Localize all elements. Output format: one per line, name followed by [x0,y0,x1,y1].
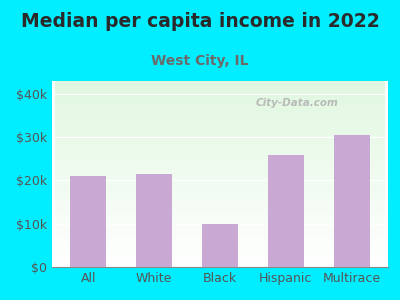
Text: City-Data.com: City-Data.com [256,98,339,108]
Bar [202,224,238,267]
Bar [70,176,106,267]
Bar [268,154,304,267]
Text: Median per capita income in 2022: Median per capita income in 2022 [21,12,379,31]
Bar [334,135,370,267]
Bar [136,174,172,267]
Text: West City, IL: West City, IL [151,54,249,68]
